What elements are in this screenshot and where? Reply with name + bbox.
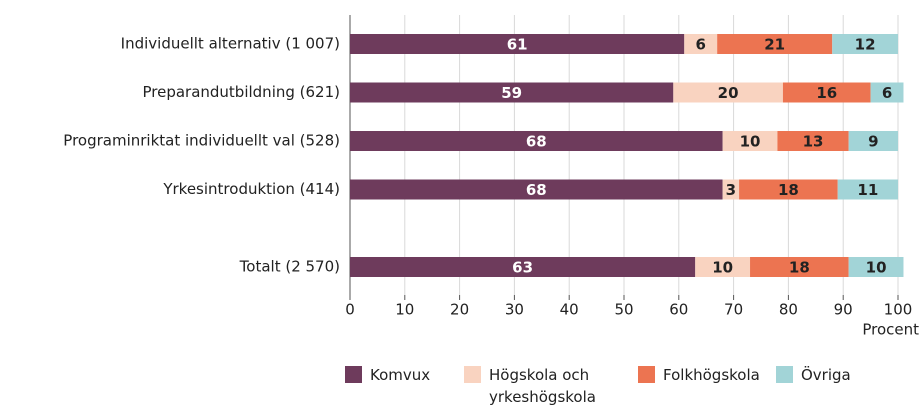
bar-segment xyxy=(722,179,740,200)
legend-label: Komvux xyxy=(370,366,431,384)
data-label: 20 xyxy=(718,84,739,102)
legend-swatch xyxy=(776,366,793,383)
bar-segment xyxy=(848,131,898,151)
bar-segment xyxy=(350,179,723,200)
y-tick-label: Totalt (2 570) xyxy=(239,258,340,276)
y-tick-label: Preparandutbildning (621) xyxy=(142,83,340,101)
data-label: 21 xyxy=(764,36,785,54)
x-tick-label: 90 xyxy=(834,301,853,319)
legend-item: Övriga xyxy=(776,364,851,386)
bar-segment xyxy=(870,82,904,103)
legend-swatch xyxy=(345,366,362,383)
data-label: 11 xyxy=(857,181,878,199)
data-label: 10 xyxy=(712,259,733,277)
x-tick-label: 80 xyxy=(779,301,798,319)
legend-label: Folkhögskola xyxy=(663,366,760,384)
legend-label: Övriga xyxy=(801,366,851,384)
y-tick-label: Individuellt alternativ (1 007) xyxy=(121,35,340,53)
bar-segment xyxy=(837,179,898,200)
x-tick-label: 20 xyxy=(450,301,469,319)
x-tick-label: 30 xyxy=(505,301,524,319)
data-label: 18 xyxy=(778,181,799,199)
y-tick-label: Yrkesintroduktion (414) xyxy=(162,180,340,198)
legend-item: Folkhögskola xyxy=(638,364,760,386)
bar-segment xyxy=(350,34,685,54)
legend-swatch xyxy=(638,366,655,383)
bar-segment xyxy=(695,257,751,277)
data-label: 10 xyxy=(866,259,887,277)
data-label: 10 xyxy=(740,133,761,151)
data-label: 68 xyxy=(526,133,547,151)
data-label: 68 xyxy=(526,181,547,199)
legend-item: Komvux xyxy=(345,364,430,386)
bar-segment xyxy=(350,257,696,277)
data-label: 18 xyxy=(789,259,810,277)
data-label: 63 xyxy=(512,259,533,277)
bar-segment xyxy=(717,34,833,54)
bar-segment xyxy=(777,131,849,151)
data-label: 6 xyxy=(882,84,892,102)
legend: Komvux Högskola och yrkeshögskola Folkhögs… xyxy=(0,364,919,408)
data-label: 59 xyxy=(501,84,522,102)
bar-segment xyxy=(673,82,783,103)
x-tick-label: 70 xyxy=(724,301,743,319)
legend-label: Högskola och yrkeshögskola xyxy=(489,366,596,406)
data-label: 61 xyxy=(507,36,528,54)
y-tick-label: Programinriktat individuellt val (528) xyxy=(63,132,340,150)
data-label: 16 xyxy=(816,84,837,102)
x-tick-label: 50 xyxy=(614,301,633,319)
chart: Procent 0 10 20 30 40 50 60 70 80 90 100 Individuel… xyxy=(63,15,919,339)
data-label: 13 xyxy=(803,133,824,151)
bar-segment xyxy=(782,82,871,103)
x-axis-label: Procent xyxy=(862,321,919,339)
data-label: 6 xyxy=(696,36,706,54)
x-tick-label: 10 xyxy=(395,301,414,319)
x-tick-label: 40 xyxy=(560,301,579,319)
legend-item: Högskola och yrkeshögskola xyxy=(464,364,614,408)
x-tick-label: 0 xyxy=(345,301,355,319)
bar-segment xyxy=(832,34,898,54)
x-tick-label: 60 xyxy=(669,301,688,319)
bar-segment xyxy=(722,131,778,151)
bar-segment xyxy=(350,131,723,151)
bar-segment xyxy=(750,257,849,277)
bar-segment xyxy=(350,82,674,103)
data-label: 3 xyxy=(726,181,736,199)
bar-segment xyxy=(848,257,904,277)
bar-segment xyxy=(684,34,718,54)
data-label: 9 xyxy=(868,133,878,151)
bar-segment xyxy=(739,179,838,200)
x-tick-label: 100 xyxy=(884,301,913,319)
legend-swatch xyxy=(464,366,481,383)
data-label: 12 xyxy=(855,36,876,54)
